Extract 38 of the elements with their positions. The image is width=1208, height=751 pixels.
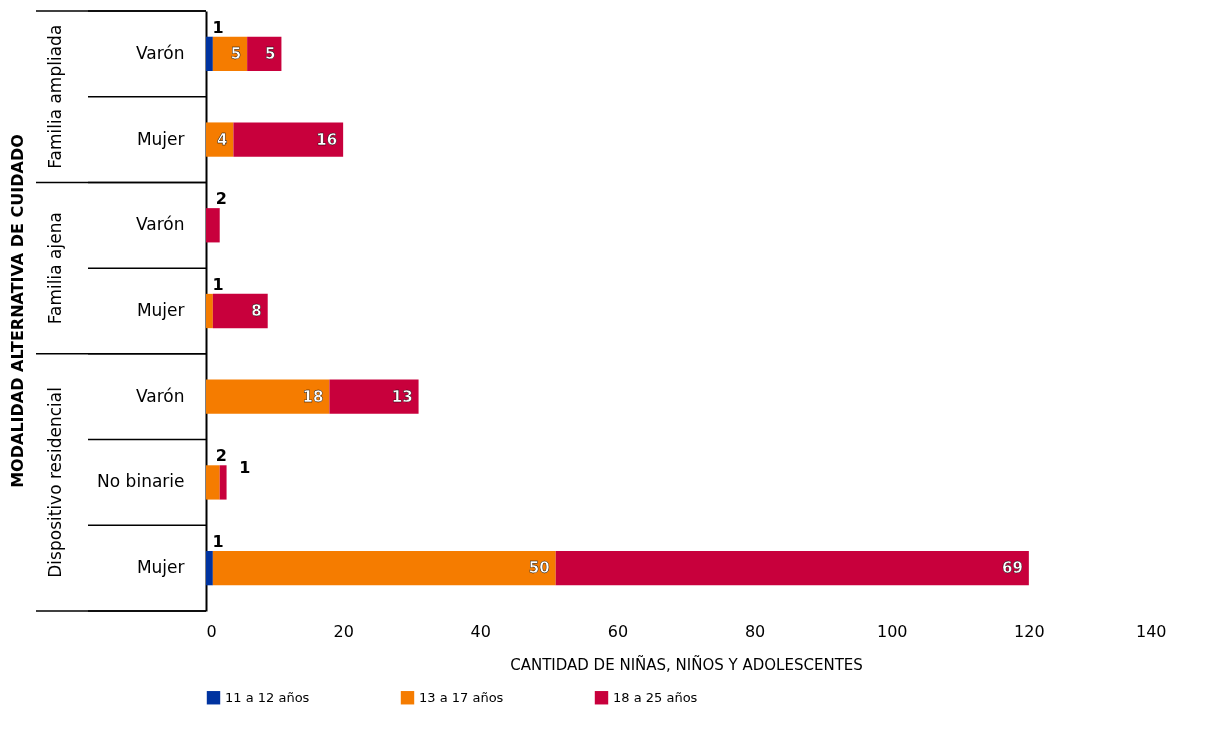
legend-label: 13 a 17 años	[419, 689, 504, 705]
data-label: 1	[212, 17, 224, 37]
y-tick-label: Mujer	[136, 300, 185, 320]
data-label: 16	[316, 130, 338, 149]
data-label: 1	[239, 458, 251, 478]
y-tick-label: Varón	[135, 42, 185, 63]
y-tick-label: Varón	[135, 385, 185, 406]
x-tick-label: 80	[744, 621, 766, 641]
y-tick-label: Varón	[135, 214, 185, 235]
data-label: 18	[302, 387, 324, 406]
x-tick-label: 140	[1135, 621, 1167, 641]
x-tick-label: 40	[470, 621, 491, 641]
data-label: 13	[391, 387, 413, 406]
x-tick-label: 20	[333, 621, 354, 641]
legend-label: 11 a 12 años	[225, 689, 310, 705]
text: Familia ajena	[45, 212, 65, 325]
data-label: 1	[212, 275, 224, 294]
y-tick-label: Mujer	[136, 557, 185, 578]
data-label: 2	[215, 446, 227, 466]
x-axis-title: CANTIDAD DE NIÑAS, NIÑOS Y ADOLESCENTES	[510, 654, 863, 674]
text: Familia ampliada	[45, 24, 65, 169]
text: Dispositivo residencial	[45, 387, 65, 578]
x-tick-label: 100	[876, 621, 908, 641]
y-tick-label: No binarie	[97, 471, 185, 492]
legend-label: 18 a 25 años	[613, 689, 698, 705]
data-label: 2	[215, 189, 227, 209]
data-label: 5	[264, 44, 276, 63]
y-axis-title: MODALIDAD ALTERNATIVA DE CUIDADO	[8, 134, 27, 488]
x-tick-label: 120	[1014, 621, 1045, 641]
data-label: 8	[251, 302, 262, 320]
x-tick-label: 0	[206, 621, 217, 641]
y-tick-label: Mujer	[136, 128, 185, 149]
x-tick-label: 60	[607, 621, 629, 641]
data-label: 1	[212, 532, 224, 552]
data-label: 50	[528, 559, 550, 578]
data-label: 4	[216, 130, 228, 149]
data-label: 69	[1001, 559, 1023, 578]
data-label: 5	[230, 44, 242, 63]
